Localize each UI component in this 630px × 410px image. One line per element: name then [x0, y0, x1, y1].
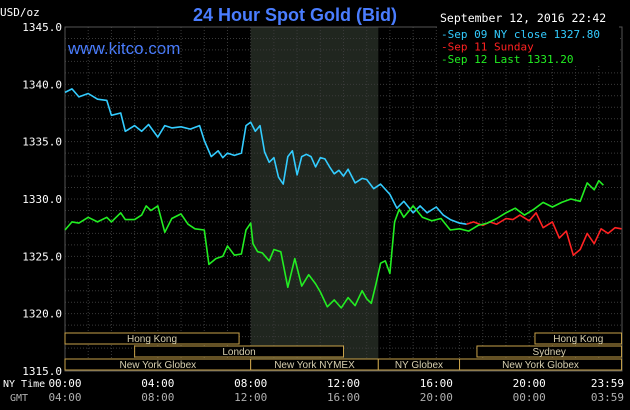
x-axis-ticks: NY Time GMT 00:0004:0004:0008:0008:0012:… [3, 377, 624, 404]
session-label: New York Globex [119, 360, 196, 371]
legend: -Sep 09 NY close 1327.80-Sep 11 Sunday-S… [437, 26, 619, 66]
x-tick-label: 20:00 [513, 377, 546, 390]
session-box [134, 345, 344, 358]
gmt-label: GMT [10, 393, 28, 404]
gmt-tick-label: 12:00 [234, 391, 267, 404]
ny-time-label: NY Time [3, 379, 45, 390]
session-box [534, 332, 623, 345]
gmt-tick-label: 08:00 [141, 391, 174, 404]
series-line [64, 179, 604, 309]
legend-entry: -Sep 09 NY close 1327.80 [441, 28, 600, 41]
session-label: NY Globex [395, 360, 443, 371]
y-tick-label: 1340.0 [22, 78, 62, 91]
session-label: Hong Kong [127, 334, 177, 345]
y-tick-label: 1325.0 [22, 250, 62, 263]
legend-entry: -Sep 12 Last 1331.20 [441, 53, 573, 66]
y-tick-label: 1345.0 [22, 21, 62, 34]
gmt-tick-label: 04:00 [48, 391, 81, 404]
market-sessions: Hong Kong Hong Kong London Sydney New York G… [64, 332, 623, 371]
session-label: New York Globex [502, 360, 579, 371]
chart-timestamp: September 12, 2016 22:42 [440, 11, 606, 25]
gmt-tick-label: 20:00 [420, 391, 453, 404]
gmt-tick-label: 16:00 [327, 391, 360, 404]
session-label: New York NYMEX [274, 360, 355, 371]
session-box [64, 332, 240, 345]
plot-frame [64, 26, 623, 372]
session-label: Hong Kong [553, 334, 603, 345]
session-box [459, 358, 623, 371]
y-tick-label: 1320.0 [22, 308, 62, 321]
chart-title: 24 Hour Spot Gold (Bid) [193, 5, 397, 25]
y-tick-label: 1315.0 [22, 365, 62, 378]
gmt-tick-label: 03:59 [591, 391, 624, 404]
x-tick-label: 23:59 [591, 377, 624, 390]
grid-lines [64, 26, 623, 372]
brand-watermark: www.kitco.com [67, 39, 180, 58]
y-tick-label: 1335.0 [22, 136, 62, 149]
legend-entry: -Sep 11 Sunday [441, 41, 534, 54]
session-box [476, 345, 623, 358]
series-line [466, 212, 622, 256]
y-axis-label: USD/oz [0, 6, 40, 19]
price-series [64, 88, 622, 309]
y-tick-label: 1330.0 [22, 193, 62, 206]
series-line [64, 88, 467, 225]
x-tick-label: 00:00 [48, 377, 81, 390]
x-tick-label: 08:00 [234, 377, 267, 390]
x-tick-label: 16:00 [420, 377, 453, 390]
session-label: London [222, 347, 255, 358]
x-tick-label: 04:00 [141, 377, 174, 390]
session-label: Sydney [533, 347, 566, 358]
x-tick-label: 12:00 [327, 377, 360, 390]
y-axis-ticks: 1345.0 1340.0 1335.0 1330.0 1325.0 1320.0 1315… [22, 21, 62, 378]
gmt-tick-label: 00:00 [513, 391, 546, 404]
